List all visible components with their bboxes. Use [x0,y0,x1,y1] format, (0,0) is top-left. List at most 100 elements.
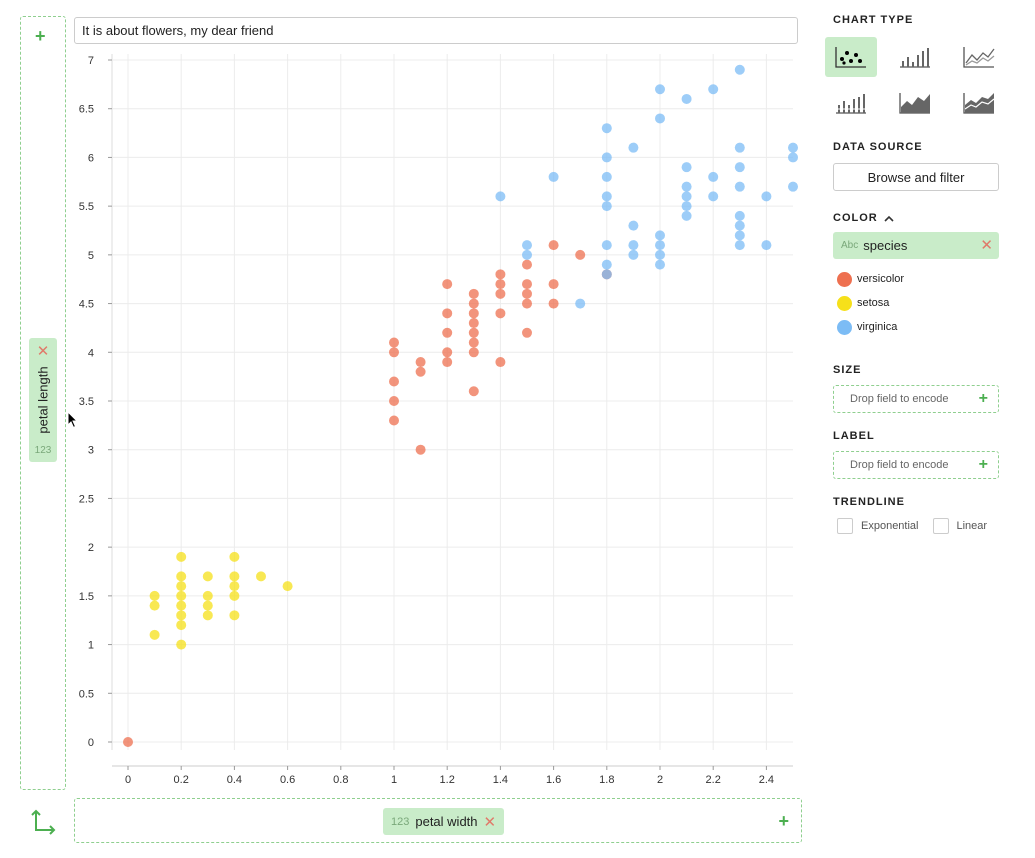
x-tick-label: 2 [657,774,663,786]
linear-checkbox[interactable] [932,518,949,534]
virginica-point [761,191,772,202]
setosa-point [229,581,240,592]
setosa-point [176,610,187,621]
versicolor-point [468,288,479,299]
x-field-pill[interactable]: 123 petal width ✕ [383,808,505,835]
legend-item[interactable]: setosa [837,291,1003,315]
stacked-bar-chart-icon [836,94,866,114]
versicolor-point [495,357,506,368]
chart-title-input[interactable] [74,17,798,44]
setosa-point [229,610,240,621]
versicolor-point [522,298,532,309]
virginica-point [681,162,692,173]
virginica-point [628,142,639,153]
chart-type-stacked-bar-button[interactable] [825,83,877,123]
chart-type-bar-button[interactable] [889,37,941,77]
virginica-point [495,191,506,202]
setosa-point [256,571,266,582]
swap-axes-icon[interactable] [30,808,58,836]
label-drop-zone[interactable]: Drop field to encode + [833,451,999,479]
virginica-point [655,249,665,260]
add-size-field-icon[interactable]: + [978,390,988,407]
add-label-field-icon[interactable]: + [978,456,988,473]
x-tick-label: 0.6 [280,774,295,786]
x-tick-label: 2.4 [759,774,774,786]
remove-color-field-icon[interactable]: ✕ [980,237,993,254]
virginica-point [708,191,719,202]
trendline-linear-option[interactable]: Linear [932,518,988,534]
x-field-label: petal width [415,814,478,829]
virginica-point [734,240,745,251]
color-field-label: species [863,238,908,253]
chart-type-stacked-area-button[interactable] [953,83,1005,123]
color-section-header[interactable]: COLOR [833,212,1003,224]
virginica-point [788,181,798,192]
virginica-point [708,171,719,182]
browse-and-filter-button[interactable]: Browse and filter [833,163,999,191]
linear-label: Linear [956,520,988,532]
trendline-title: TRENDLINE [833,496,905,508]
x-tick-label: 0.4 [227,774,242,786]
virginica-point [681,201,692,212]
versicolor-point [442,327,453,338]
trendline-exponential-option[interactable]: Exponential [837,518,919,534]
x-tick-label: 1.6 [546,774,561,786]
exponential-checkbox[interactable] [837,518,853,534]
versicolor-point [495,308,506,319]
legend-label: versicolor [857,273,905,285]
y-tick-label: 7 [88,55,94,67]
virginica-point [601,123,612,134]
versicolor-point [548,240,559,251]
virginica-point [655,259,665,270]
area-chart-icon [899,93,930,114]
y-tick-label: 6 [88,152,94,164]
add-y-field-icon[interactable]: + [35,26,46,46]
versicolor-point [548,298,559,309]
remove-y-field-icon[interactable]: ✕ [36,343,50,360]
setosa-point [176,600,187,611]
chevron-up-icon[interactable] [884,215,894,222]
versicolor-point [468,347,479,358]
setosa-point [176,581,187,592]
x-tick-label: 0.8 [333,774,348,786]
scatter-chart-icon [835,47,866,68]
legend-item[interactable]: virginica [837,315,1003,339]
y-field-pill[interactable]: ✕ petal length 123 [29,338,57,462]
x-axis-drop-zone[interactable]: 123 petal width ✕ + [74,798,802,843]
versicolor-point [123,737,133,747]
exponential-label: Exponential [861,520,919,532]
size-drop-zone[interactable]: Drop field to encode + [833,385,999,413]
chart-type-area-button[interactable] [889,83,941,123]
legend-item[interactable]: versicolor [837,267,1003,291]
virginica-point [788,152,798,163]
legend-label: setosa [857,297,890,309]
versicolor-point [575,249,586,260]
virginica-swatch [837,319,852,335]
setosa-point [202,600,213,611]
y-axis-drop-zone[interactable]: + ✕ petal length 123 [20,16,66,790]
x-tick-label: 1.8 [599,774,614,786]
remove-x-field-icon[interactable]: ✕ [483,813,497,831]
setosa-point [202,571,213,582]
y-tick-label: 4 [88,347,94,359]
versicolor-swatch [837,271,852,287]
chart-type-scatter-button[interactable] [825,37,877,77]
y-tick-label: 2.5 [79,493,94,505]
x-tick-label: 0.2 [174,774,189,786]
x-tick-label: 0 [125,774,131,786]
setosa-point [202,590,213,601]
y-tick-label: 3 [88,445,94,457]
versicolor-point [389,337,399,348]
y-tick-label: 1.5 [79,591,94,603]
add-x-field-icon[interactable]: + [778,811,789,831]
color-field-pill[interactable]: Abc species ✕ [833,232,999,259]
versicolor-point [468,308,479,319]
y-tick-label: 2 [88,542,94,554]
chart-type-line-button[interactable] [953,37,1005,77]
setosa-point [149,629,160,640]
y-tick-label: 3.5 [79,396,94,408]
versicolor-point [415,444,426,455]
setosa-point [176,639,187,650]
versicolor-point [415,366,426,377]
virginica-point [681,93,692,104]
